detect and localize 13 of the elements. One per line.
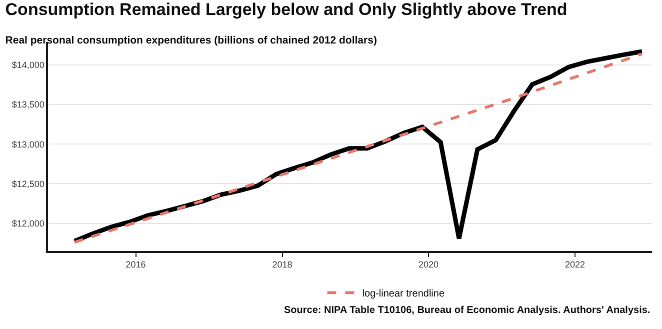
source-note: Source: NIPA Table T10106, Bureau of Economic Analysis. Authors' Analysis. [284,305,650,316]
chart-title: Consumption Remained Largely below and Only Slightly above Trend [5,0,568,20]
y-tick-label: $13,000 [12,139,44,150]
y-tick-label: $12,500 [12,178,44,189]
x-tick-label: 2020 [418,260,439,270]
legend-label: log-linear trendline [362,288,445,300]
y-tick-label: $14,000 [12,60,44,70]
x-tick-label: 2016 [126,260,146,270]
y-tick-label: $13,500 [12,100,44,110]
x-tick-label: 2022 [565,260,586,270]
x-tick-label: 2018 [272,260,292,270]
y-tick-label: $12,000 [12,218,44,228]
chart-subtitle: Real personal consumption expenditures (billions of chained 2012 dollars) [5,34,377,46]
